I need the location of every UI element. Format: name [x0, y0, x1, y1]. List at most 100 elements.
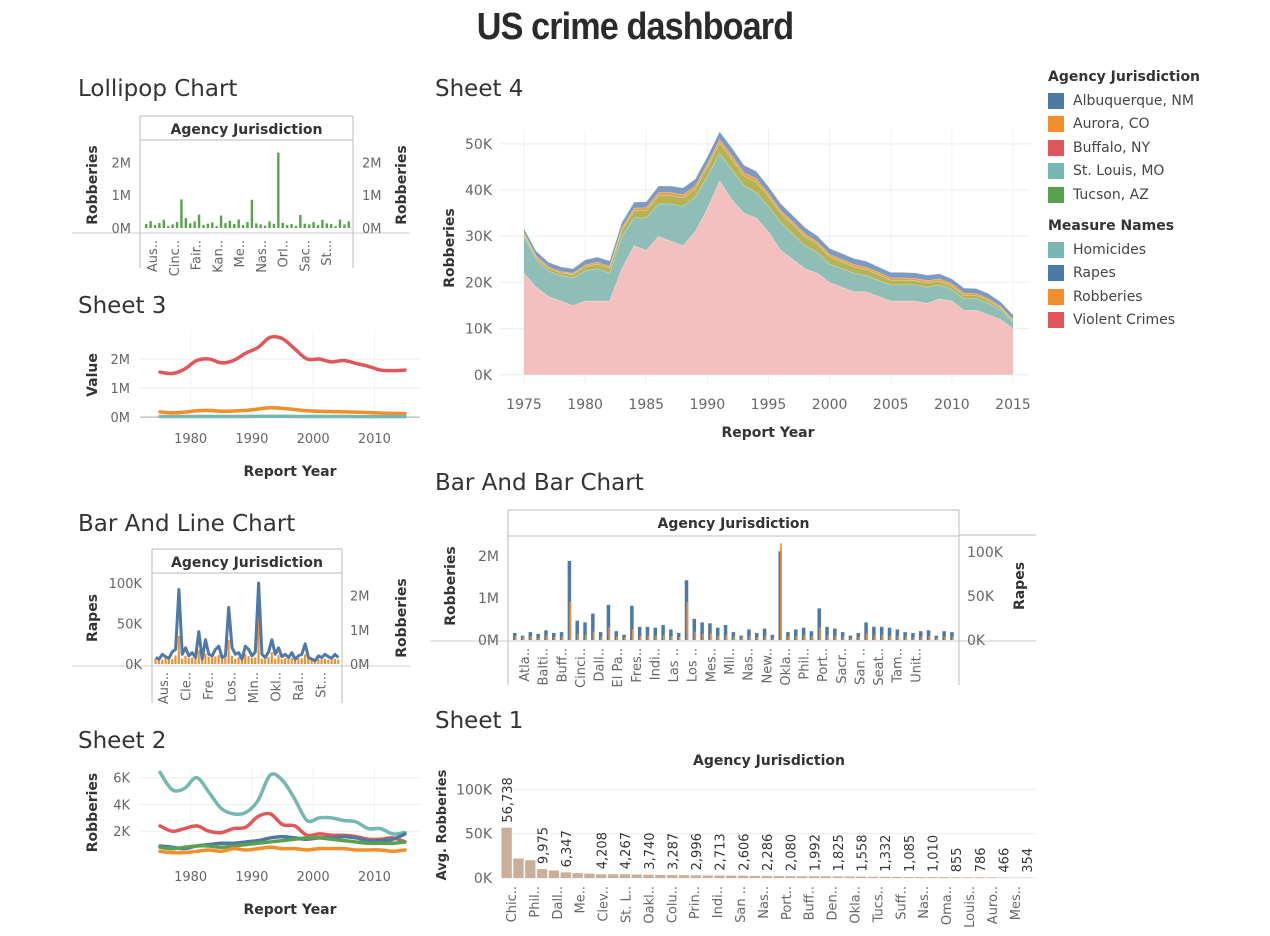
bar-bar-rapes-bar — [801, 627, 806, 640]
sheet1-bar — [986, 877, 997, 878]
lollipop-stem — [316, 225, 320, 228]
sheet1-bar — [596, 874, 607, 878]
bar-bar-xtick-label: Buff.. — [555, 648, 570, 682]
sheet1-xtick-label: Colu.. — [665, 886, 680, 923]
sheet1-data-label: 3,740 — [643, 832, 658, 869]
lollipop-stem — [202, 225, 205, 228]
agency-legend-item[interactable]: Aurora, CO — [1048, 113, 1200, 137]
bar-line-bar — [333, 658, 336, 664]
bar-bar-robberies-bar — [897, 636, 899, 640]
bar-line-bar — [274, 658, 277, 664]
lollipop-stem — [145, 224, 148, 228]
lollipop-ylabel: Robberies — [85, 145, 101, 224]
lollipop-stem — [237, 219, 240, 228]
sheet4-area-band — [524, 142, 1013, 322]
bar-bar-chart-title: Bar And Bar Chart — [435, 470, 644, 496]
bar-bar-robberies-bar — [928, 636, 931, 640]
sheet1-bar — [938, 877, 950, 878]
measure-legend-item[interactable]: Robberies — [1048, 285, 1175, 309]
bar-line-bar — [194, 657, 197, 664]
lollipop-stem — [272, 223, 276, 228]
bar-bar-robberies-bar — [608, 627, 611, 640]
bar-bar-xtick-label: Seat.. — [872, 648, 887, 686]
bar-bar-robberies-bar — [538, 637, 540, 640]
legend-swatch — [1048, 241, 1064, 258]
sheet1-bar — [761, 875, 772, 878]
lollipop-stem — [329, 224, 333, 228]
measure-legend-item[interactable]: Rapes — [1048, 262, 1175, 286]
sheet3-ytick-label: 1M — [111, 382, 131, 397]
bar-bar-xtick-label: Indi.. — [648, 648, 663, 680]
agency-legend-item[interactable]: St. Louis, MO — [1048, 160, 1200, 184]
bar-line-bar — [171, 659, 174, 664]
bar-bar-rapes-bar — [622, 634, 626, 640]
lollipop-stem — [180, 199, 183, 228]
lollipop-stem — [175, 222, 179, 228]
bar-line-bar — [184, 655, 187, 664]
sheet1-xtick-label: Port.. — [780, 886, 795, 920]
agency-legend-item[interactable]: Albuquerque, NM — [1048, 89, 1200, 113]
bar-line-bar — [174, 655, 177, 664]
sheet1-bar — [536, 869, 548, 878]
lollipop-stem — [224, 223, 227, 228]
bar-bar-robberies-bar — [834, 635, 837, 640]
sheet1-bar — [714, 875, 725, 878]
sheet1-xtick-label: Oma.. — [940, 886, 955, 925]
lollipop-stem — [281, 222, 284, 228]
bar-bar-robberies-bar — [826, 635, 829, 640]
bar-line-bar — [303, 654, 307, 664]
lollipop-ytick-label-right: 0M — [362, 222, 382, 237]
agency-legend-item[interactable]: Buffalo, NY — [1048, 136, 1200, 160]
sheet1-bar — [525, 860, 536, 878]
sheet4-area-band — [524, 139, 1013, 321]
bar-bar-robberies-bar — [631, 629, 634, 640]
legend-swatch — [1048, 288, 1064, 305]
sheet1-bar — [678, 875, 690, 878]
bar-line-bar — [244, 653, 247, 664]
bar-line-ytick-label-right: 2M — [350, 590, 370, 605]
sheet2-series-line — [158, 770, 407, 836]
bar-bar-rapes-bar — [715, 627, 720, 640]
measure-legend-item[interactable]: Violent Crimes — [1048, 309, 1175, 333]
bar-bar-robberies-bar — [772, 637, 775, 640]
sheet1-data-label: 6,347 — [560, 830, 575, 867]
bar-bar-rapes-bar — [770, 634, 775, 640]
measure-legend-item[interactable]: Homicides — [1048, 238, 1175, 262]
bar-line-chart-title: Bar And Line Chart — [78, 511, 296, 537]
bar-line-bar — [167, 658, 170, 664]
sheet4-area-edge — [523, 142, 1014, 321]
bar-bar-robberies-bar — [522, 636, 525, 640]
bar-bar-robberies-bar — [678, 637, 681, 640]
bar-bar-robberies-bar — [936, 637, 939, 640]
bar-bar-rapes-bar — [840, 632, 845, 640]
bar-bar-rapes-bar — [700, 622, 704, 640]
bar-bar-xtick-label: Okla.. — [779, 648, 794, 686]
bar-bar-robberies-bar — [545, 635, 548, 640]
bar-bar-robberies-bar — [780, 543, 782, 640]
bar-bar-xtick-label: Mil.. — [723, 648, 738, 675]
sheet1-bar — [655, 874, 666, 878]
bar-line-xtick-label: Fre.. — [202, 672, 217, 700]
bar-line-bar — [224, 657, 227, 664]
legend-label: Violent Crimes — [1073, 312, 1176, 329]
bar-bar-robberies-bar — [920, 636, 923, 640]
bar-line-bar — [317, 658, 320, 664]
lollipop-stem — [334, 226, 337, 228]
lollipop-xtick-label: St... — [320, 240, 335, 266]
legend-label: Albuquerque, NM — [1073, 92, 1194, 109]
bar-line-bar — [277, 655, 280, 664]
lollipop-stem — [307, 224, 311, 228]
lollipop-stem — [347, 221, 350, 228]
sheet1-data-label: 1,332 — [879, 835, 894, 872]
bar-bar-robberies-bar — [709, 633, 712, 640]
agency-legend-item[interactable]: Tucson, AZ — [1048, 183, 1200, 207]
bar-line-bar — [264, 659, 267, 664]
agency-legend-title: Agency Jurisdiction — [1048, 69, 1201, 85]
lollipop-xtick-label: Sac.. — [298, 240, 313, 272]
sheet1-xtick-label: Oakl.. — [642, 886, 657, 924]
lollipop-ytick-label: 0M — [112, 222, 132, 237]
sheet1-bar — [974, 877, 985, 878]
bar-bar-robberies-bar — [592, 631, 595, 640]
bar-line-ylabel-right: Robberies — [394, 578, 410, 657]
sheet1-header: Agency Jurisdiction — [693, 753, 845, 769]
